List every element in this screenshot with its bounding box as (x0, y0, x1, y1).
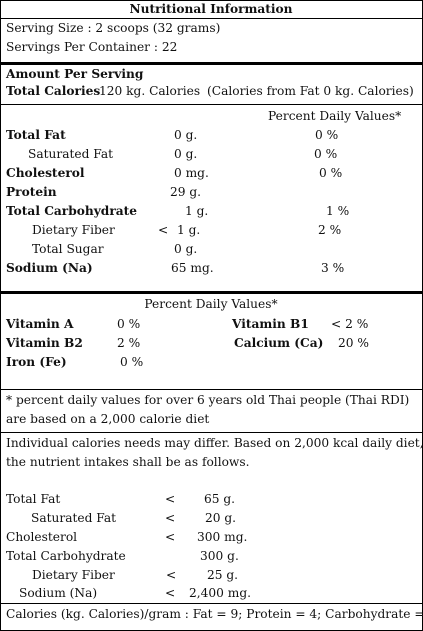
limit-name: Cholesterol (6, 530, 78, 544)
nutrient-amount: 0 g. (174, 128, 198, 142)
vitamin-value: 0 % (117, 317, 141, 331)
limit-op: < (165, 586, 176, 600)
total-calories-label: Total Calories (6, 84, 101, 98)
calories-from-fat: (Calories from Fat 0 kg. Calories) (207, 84, 414, 98)
footnote-line: * percent daily values for over 6 years … (6, 393, 410, 407)
nutrient-name: Dietary Fiber (32, 223, 115, 237)
nutrient-amount: 65 mg. (171, 261, 214, 275)
vitamin-value: 2 % (117, 336, 141, 350)
nutrient-dv: 2 % (318, 223, 342, 237)
amount-per-serving: Amount Per Serving (6, 67, 144, 81)
nutrient-dv: 0 % (314, 147, 338, 161)
nutrient-name: Total Sugar (32, 242, 104, 256)
nutrient-name: Protein (6, 185, 57, 199)
limit-amount: 300 mg. (197, 530, 248, 544)
vitamin-name: Calcium (Ca) (234, 336, 324, 350)
limit-op: < (165, 492, 176, 506)
vitamins-header: Percent Daily Values* (144, 297, 278, 311)
vitamin-name: Iron (Fe) (6, 355, 67, 369)
nutrient-name: Sodium (Na) (6, 261, 93, 275)
footnote-line: are based on a 2,000 calorie diet (6, 412, 210, 426)
nutrient-dv: 0 % (319, 166, 343, 180)
vitamin-value: 20 % (338, 336, 369, 350)
divider (1, 104, 422, 105)
vitamin-value: 0 % (120, 355, 144, 369)
nutrient-dv: 1 % (326, 204, 350, 218)
limit-name: Total Carbohydrate (6, 549, 126, 563)
limit-name: Total Fat (6, 492, 61, 506)
total-calories-value: 120 kg. Calories (99, 84, 201, 98)
divider (1, 389, 422, 390)
nutrient-amount: 0 g. (174, 242, 198, 256)
limit-op: < (165, 530, 176, 544)
limit-amount: 65 g. (204, 492, 236, 506)
nutrient-prefix: < (158, 223, 169, 237)
pdv-header: Percent Daily Values* (268, 109, 402, 123)
divider-thick (1, 62, 422, 65)
vitamin-value: < 2 % (331, 317, 369, 331)
nutrient-dv: 3 % (321, 261, 345, 275)
limit-name: Saturated Fat (31, 511, 117, 525)
intake-note-line: the nutrient intakes shall be as follows… (6, 455, 250, 469)
nutrient-name: Total Carbohydrate (6, 204, 138, 218)
calories-per-gram: Calories (kg. Calories)/gram : Fat = 9; … (6, 607, 423, 621)
limit-amount: 2,400 mg. (189, 586, 251, 600)
divider (1, 603, 422, 604)
nutrient-amount: 1 g. (185, 204, 209, 218)
limit-amount: 20 g. (205, 511, 237, 525)
nutrient-amount: 1 g. (177, 223, 201, 237)
vitamin-name: Vitamin B1 (232, 317, 309, 331)
servings-per-container: Servings Per Container : 22 (6, 40, 178, 54)
nutrient-name: Saturated Fat (28, 147, 114, 161)
limit-op: < (165, 511, 176, 525)
vitamin-name: Vitamin B2 (6, 336, 83, 350)
limit-amount: 300 g. (200, 549, 239, 563)
label-title: Nutritional Information (129, 2, 293, 16)
limit-amount: 25 g. (207, 568, 239, 582)
nutrient-amount: 0 mg. (174, 166, 209, 180)
limit-op: < (166, 568, 177, 582)
nutrient-dv: 0 % (315, 128, 339, 142)
limit-name: Dietary Fiber (32, 568, 115, 582)
intake-note-line: Individual calories needs may differ. Ba… (6, 436, 423, 450)
divider-thick (1, 291, 422, 294)
vitamin-name: Vitamin A (6, 317, 74, 331)
divider (1, 18, 422, 19)
nutrient-name: Total Fat (6, 128, 66, 142)
nutrient-amount: 29 g. (170, 185, 202, 199)
limit-name: Sodium (Na) (19, 586, 98, 600)
divider (1, 432, 422, 433)
nutrient-amount: 0 g. (174, 147, 198, 161)
serving-size: Serving Size : 2 scoops (32 grams) (6, 21, 221, 35)
nutrient-name: Cholesterol (6, 166, 85, 180)
